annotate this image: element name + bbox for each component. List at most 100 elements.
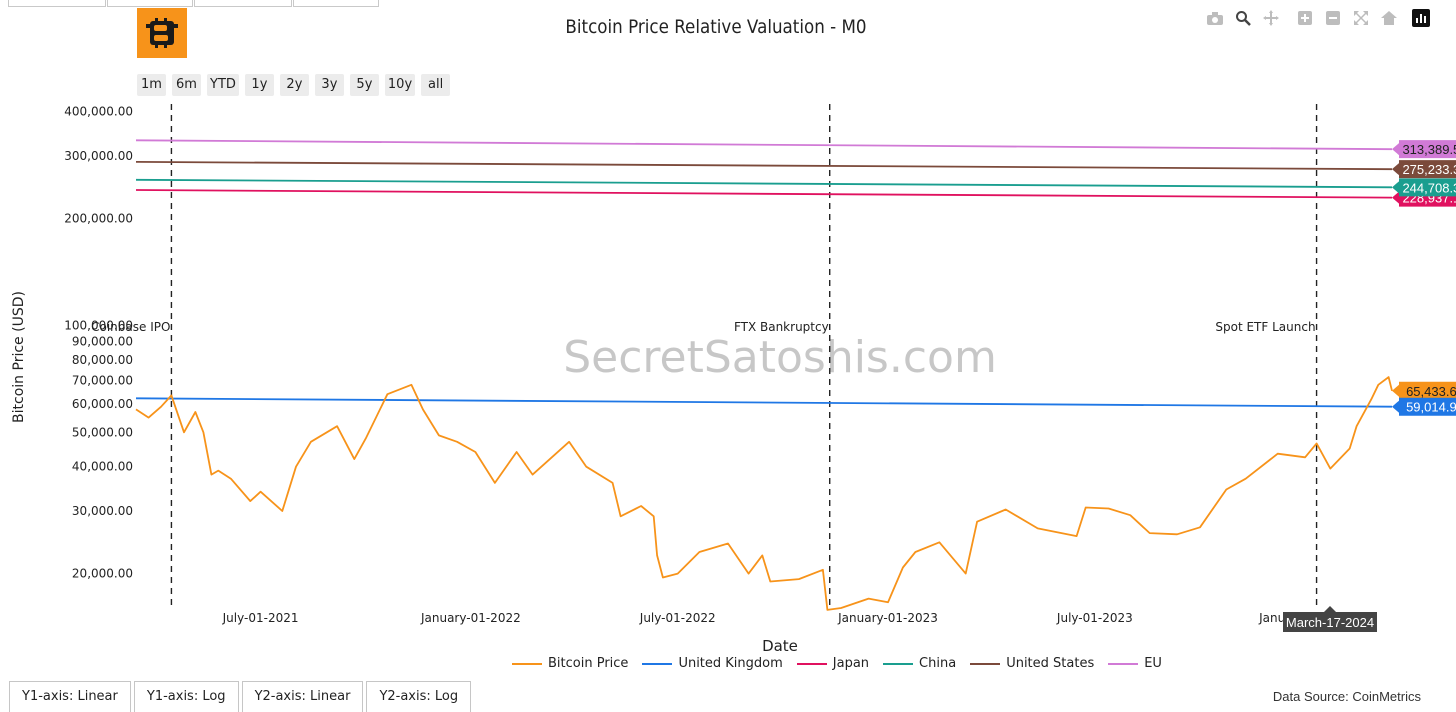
legend-item-eu[interactable]: EU [1108,656,1162,671]
x-tick-label: July-01-2022 [639,611,716,625]
y-tick-label: 100,000.00 [64,318,133,332]
series-line-united-kingdom [135,397,1393,408]
legend: Bitcoin Price United Kingdom Japan China… [512,656,1176,671]
data-source: Data Source: CoinMetrics [1272,689,1421,704]
last-value-label: 59,014.91 [1392,397,1456,416]
range-button-all[interactable]: all [421,74,451,96]
range-button-ytd[interactable]: YTD [207,74,239,96]
y-tick-label: 70,000.00 [72,373,133,387]
last-value-text: 65,433.68 [1406,384,1456,399]
bitcoin-logo [137,8,187,58]
legend-label: EU [1144,656,1162,671]
y-axis-title: Bitcoin Price (USD) [11,291,27,423]
last-value-box [1392,160,1456,179]
modebar [1204,9,1436,27]
range-selector: 1m 6m YTD 1y 2y 3y 5y 10y all [137,74,451,96]
x-axis: July-01-2021 January-01-2022 July-01-2022 J… [222,611,1352,625]
range-button-1y[interactable]: 1y [244,74,274,96]
range-button-1m[interactable]: 1m [137,74,166,96]
y-tick-label: 400,000.00 [64,105,133,119]
last-value-labels: 65,433.6859,014.91228,937.16244,708.3827… [1392,140,1456,416]
bitcoin-logo-icon [137,8,187,58]
legend-label: Japan [832,656,870,671]
zoom-icon[interactable] [1232,9,1254,27]
last-value-box [1392,397,1456,416]
last-value-box [1392,381,1456,400]
hover-date-text: March-17-2024 [1286,615,1374,630]
legend-swatch [642,662,673,665]
last-value-box [1392,178,1456,197]
y-tick-label: 90,000.00 [72,335,133,349]
tab-y1-log[interactable]: Y1-axis: Log [133,681,239,712]
event-label: FTX Bankruptcy [734,320,829,334]
home-icon[interactable] [1378,9,1400,27]
series-line-bitcoin-price [135,376,1393,611]
autoscale-icon[interactable] [1350,9,1372,27]
zoom-out-icon[interactable] [1322,9,1344,27]
y-tick-label: 300,000.00 [64,149,133,163]
last-value-box [1392,140,1456,159]
y-tick-label: 60,000.00 [72,397,133,411]
zoom-in-icon[interactable] [1294,9,1316,27]
series-line-united-states [135,161,1393,171]
last-value-text: 275,233.34 [1402,162,1456,177]
hover-date-label: March-17-2024 [1283,606,1377,632]
event-markers: Coinbase IPO FTX Bankruptcy Spot ETF Launc… [91,104,1318,608]
top-tab[interactable] [107,0,193,7]
y-tick-label: 50,000.00 [72,425,133,439]
y-tick-label: 40,000.00 [72,460,133,474]
legend-item-united-states[interactable]: United States [970,656,1094,671]
last-value-label: 244,708.38 [1392,178,1456,197]
y-axis: 400,000.00 300,000.00 200,000.00 100,000.00… [64,105,133,581]
last-value-text: 313,389.53 [1402,142,1456,157]
legend-swatch [796,662,827,665]
y-tick-label: 30,000.00 [72,504,133,518]
event-label: Coinbase IPO [91,320,170,334]
tab-y1-linear[interactable]: Y1-axis: Linear [9,681,131,712]
series-lines [135,139,1393,611]
plotly-logo-icon[interactable] [1412,9,1430,27]
range-button-5y[interactable]: 5y [349,74,379,96]
legend-label: China [919,656,957,671]
pan-icon[interactable] [1260,9,1282,27]
legend-label: Bitcoin Price [548,656,629,671]
legend-item-bitcoin-price[interactable]: Bitcoin Price [512,656,628,671]
range-button-6m[interactable]: 6m [172,74,201,96]
range-button-3y[interactable]: 3y [314,74,344,96]
series-line-japan [135,189,1393,199]
last-value-label: 313,389.53 [1392,140,1456,159]
top-tab-strip [0,0,1456,7]
top-tab[interactable] [194,0,292,7]
tab-y2-log[interactable]: Y2-axis: Log [366,681,472,712]
legend-swatch [970,662,1001,665]
x-tick-label: July-01-2021 [222,611,299,625]
range-button-2y[interactable]: 2y [279,74,309,96]
series-line-china [135,178,1393,189]
last-value-label: 275,233.34 [1392,160,1456,179]
x-tick-label: July-01-2023 [1056,611,1133,625]
legend-swatch [1108,662,1139,665]
tab-y2-linear[interactable]: Y2-axis: Linear [241,681,364,712]
legend-swatch [883,662,914,665]
top-tab[interactable] [8,0,106,7]
watermark: SecretSatoshis.com [563,332,997,383]
range-button-10y[interactable]: 10y [384,74,416,96]
axis-scale-tabs: Y1-axis: Linear Y1-axis: Log Y2-axis: Li… [9,681,474,712]
last-value-label: 65,433.68 [1392,381,1456,400]
y-tick-label: 80,000.00 [72,353,133,367]
legend-swatch [512,662,542,665]
y-tick-label: 20,000.00 [72,567,133,581]
legend-label: United Kingdom [678,656,783,671]
chart-title: Bitcoin Price Relative Valuation - M0 [565,16,867,38]
top-tab[interactable] [293,0,379,7]
y-tick-label: 200,000.00 [64,211,133,225]
last-value-text: 59,014.91 [1406,400,1456,415]
camera-icon[interactable] [1204,9,1226,27]
legend-item-china[interactable]: China [883,656,956,671]
series-line-eu [135,139,1393,151]
x-tick-label: January-01-2022 [420,611,521,625]
legend-label: United States [1006,656,1095,671]
legend-item-japan[interactable]: Japan [796,656,870,671]
legend-item-united-kingdom[interactable]: United Kingdom [642,656,783,671]
